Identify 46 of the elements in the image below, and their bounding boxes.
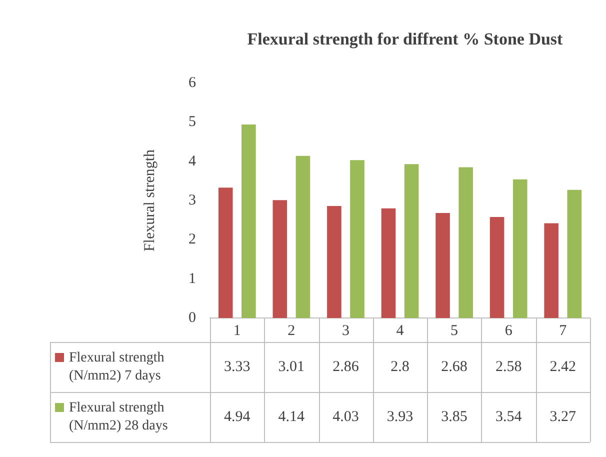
bar [458, 167, 473, 318]
x-tick-label: 5 [450, 322, 458, 339]
bar [327, 206, 342, 318]
data-label: 4.14 [278, 408, 306, 425]
y-axis-title: Flexural strength [142, 148, 158, 252]
chart-title: Flexural strength for diffrent % Stone Dust [247, 29, 564, 48]
bar [242, 124, 256, 318]
data-label: 2.42 [550, 358, 576, 375]
x-tick-label: 7 [559, 322, 568, 339]
x-tick-label: 4 [396, 322, 404, 339]
bar [490, 216, 504, 318]
legend-label: Flexural strength (N/mm2) 7 days [69, 350, 164, 384]
x-tick-label: 2 [288, 322, 296, 339]
data-label: 3.27 [550, 408, 576, 425]
bar [567, 190, 582, 318]
bar [381, 208, 396, 318]
bar [512, 179, 528, 318]
y-tick-label: 2 [188, 232, 196, 248]
y-tick-label: 3 [188, 192, 196, 208]
data-label: 2.8 [390, 358, 410, 375]
data-label: 3.54 [495, 408, 522, 425]
bar [296, 156, 310, 318]
bar [544, 223, 558, 318]
bar [436, 213, 450, 318]
legend-label: Flexural strength (N/mm2) 28 days [69, 400, 168, 434]
data-label: 4.94 [224, 408, 251, 425]
bar [404, 164, 419, 318]
y-tick-label: 6 [188, 74, 196, 91]
x-tick-label: 3 [342, 322, 350, 339]
y-tick-label: 1 [188, 270, 196, 287]
data-label: 2.86 [332, 358, 360, 375]
y-tick-label: 4 [188, 153, 196, 170]
bar [272, 200, 288, 318]
x-tick-label: 6 [504, 322, 513, 339]
data-label: 2.58 [495, 358, 522, 375]
y-tick-label: 5 [188, 114, 196, 130]
data-label: 3.33 [224, 358, 250, 375]
data-label: 4.03 [332, 408, 359, 425]
bar [350, 160, 364, 318]
y-tick-label: 0 [188, 310, 196, 326]
data-label: 3.85 [441, 408, 468, 425]
bar [218, 188, 233, 318]
data-label: 2.68 [441, 358, 468, 375]
data-label: 3.93 [386, 408, 414, 425]
data-label: 3.01 [278, 358, 305, 375]
x-tick-label: 1 [233, 322, 241, 339]
